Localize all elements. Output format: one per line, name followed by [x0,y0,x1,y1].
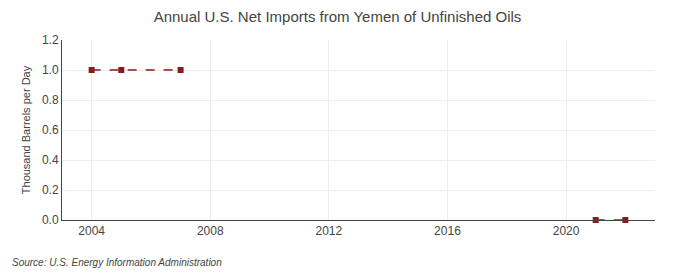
svg-text:2020: 2020 [553,224,580,238]
svg-text:0.8: 0.8 [42,93,59,107]
svg-text:2008: 2008 [197,224,224,238]
svg-text:2016: 2016 [434,224,461,238]
svg-text:2004: 2004 [78,224,105,238]
svg-text:0.2: 0.2 [42,183,59,197]
svg-text:0.0: 0.0 [42,213,59,227]
svg-text:0.4: 0.4 [42,153,59,167]
svg-text:Source: U.S. Energy Informatio: Source: U.S. Energy Information Administ… [12,257,222,268]
svg-text:1.0: 1.0 [42,63,59,77]
svg-text:2012: 2012 [315,224,342,238]
svg-text:Annual U.S. Net Imports from Y: Annual U.S. Net Imports from Yemen of Un… [154,8,522,25]
svg-text:1.2: 1.2 [42,33,59,47]
svg-text:Thousand Barrels per Day: Thousand Barrels per Day [20,65,32,194]
svg-text:0.6: 0.6 [42,123,59,137]
